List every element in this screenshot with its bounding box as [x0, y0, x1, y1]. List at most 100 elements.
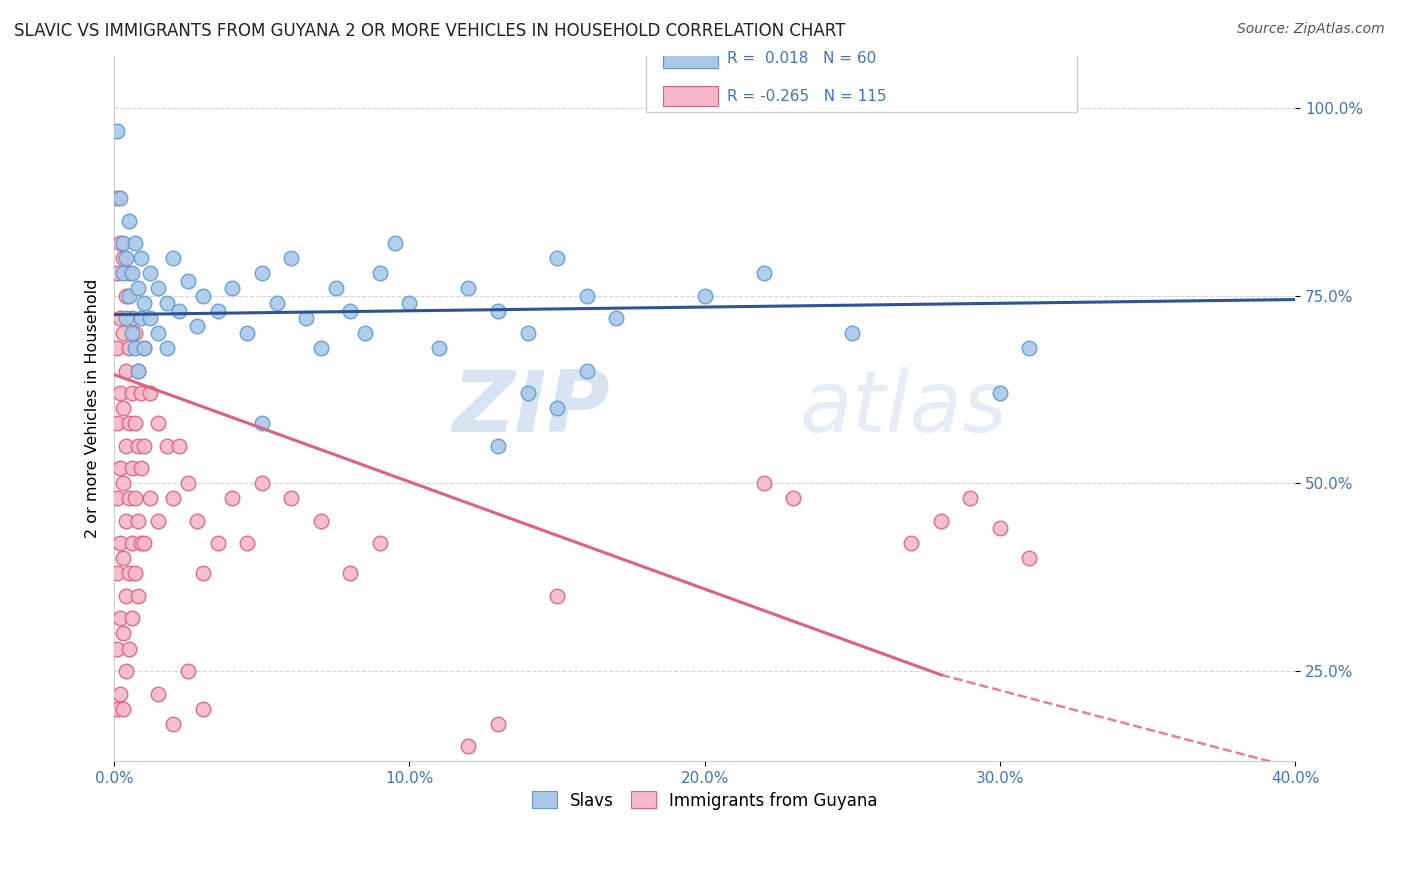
Point: [115, 364, 138, 378]
Point: [207, 536, 229, 550]
Point: [108, 386, 131, 401]
Text: R = -0.265   N = 115: R = -0.265 N = 115: [727, 89, 887, 103]
Point: [115, 514, 138, 528]
Point: [108, 236, 131, 251]
Point: [132, 536, 155, 550]
Point: [118, 641, 141, 656]
Point: [138, 311, 160, 326]
Point: [186, 514, 208, 528]
Point: [124, 491, 146, 506]
Point: [118, 266, 141, 280]
Point: [295, 311, 318, 326]
Y-axis label: 2 or more Vehicles in Household: 2 or more Vehicles in Household: [86, 278, 100, 538]
Point: [124, 341, 146, 355]
Point: [124, 236, 146, 251]
Point: [138, 266, 160, 280]
Point: [250, 476, 273, 491]
Point: [148, 687, 170, 701]
Point: [207, 303, 229, 318]
Legend: Slavs, Immigrants from Guyana: Slavs, Immigrants from Guyana: [526, 785, 884, 816]
Point: [105, 266, 128, 280]
Point: [129, 311, 152, 326]
Point: [112, 476, 135, 491]
Point: [148, 514, 170, 528]
Text: SLAVIC VS IMMIGRANTS FROM GUYANA 2 OR MORE VEHICLES IN HOUSEHOLD CORRELATION CHA: SLAVIC VS IMMIGRANTS FROM GUYANA 2 OR MO…: [14, 22, 845, 40]
Point: [112, 701, 135, 715]
Point: [108, 191, 131, 205]
Point: [384, 236, 406, 251]
Point: [156, 439, 179, 453]
Point: [605, 311, 627, 326]
Point: [127, 281, 149, 295]
Point: [988, 386, 1011, 401]
Point: [486, 439, 509, 453]
Point: [112, 236, 135, 251]
Point: [167, 439, 190, 453]
Point: [127, 364, 149, 378]
Point: [900, 536, 922, 550]
Point: [115, 439, 138, 453]
Point: [325, 281, 347, 295]
Text: atlas: atlas: [799, 367, 1007, 450]
Point: [121, 386, 143, 401]
Point: [118, 566, 141, 581]
Point: [129, 386, 152, 401]
Point: [118, 417, 141, 431]
Point: [118, 213, 141, 227]
Point: [132, 296, 155, 310]
Point: [177, 664, 200, 678]
Point: [191, 289, 214, 303]
Point: [516, 326, 538, 341]
Point: [368, 536, 391, 550]
Point: [112, 551, 135, 566]
Point: [752, 476, 775, 491]
Point: [148, 417, 170, 431]
Point: [108, 311, 131, 326]
Point: [121, 611, 143, 625]
Point: [121, 266, 143, 280]
Text: ZIP: ZIP: [453, 367, 610, 450]
Point: [546, 252, 568, 266]
Point: [112, 252, 135, 266]
Point: [132, 439, 155, 453]
Point: [129, 536, 152, 550]
Point: [105, 341, 128, 355]
Point: [546, 589, 568, 603]
Point: [108, 687, 131, 701]
Point: [105, 491, 128, 506]
Point: [121, 461, 143, 475]
Point: [221, 281, 243, 295]
Point: [250, 417, 273, 431]
Point: [118, 289, 141, 303]
Point: [191, 701, 214, 715]
Point: [693, 289, 716, 303]
Point: [127, 589, 149, 603]
Point: [124, 417, 146, 431]
Point: [309, 514, 332, 528]
Point: [457, 739, 479, 753]
Point: [1018, 551, 1040, 566]
Point: [105, 124, 128, 138]
Point: [138, 491, 160, 506]
Point: [929, 514, 952, 528]
Point: [546, 401, 568, 416]
Point: [148, 326, 170, 341]
Point: [162, 491, 184, 506]
Point: [156, 341, 179, 355]
Point: [132, 341, 155, 355]
Point: [486, 716, 509, 731]
Text: R =  0.018   N = 60: R = 0.018 N = 60: [727, 51, 876, 66]
Point: [368, 266, 391, 280]
Point: [191, 566, 214, 581]
Point: [124, 326, 146, 341]
Point: [309, 341, 332, 355]
Point: [129, 252, 152, 266]
Point: [398, 296, 420, 310]
Point: [112, 326, 135, 341]
Point: [486, 303, 509, 318]
Point: [354, 326, 377, 341]
Point: [162, 716, 184, 731]
Point: [115, 252, 138, 266]
Point: [105, 191, 128, 205]
Point: [280, 491, 302, 506]
